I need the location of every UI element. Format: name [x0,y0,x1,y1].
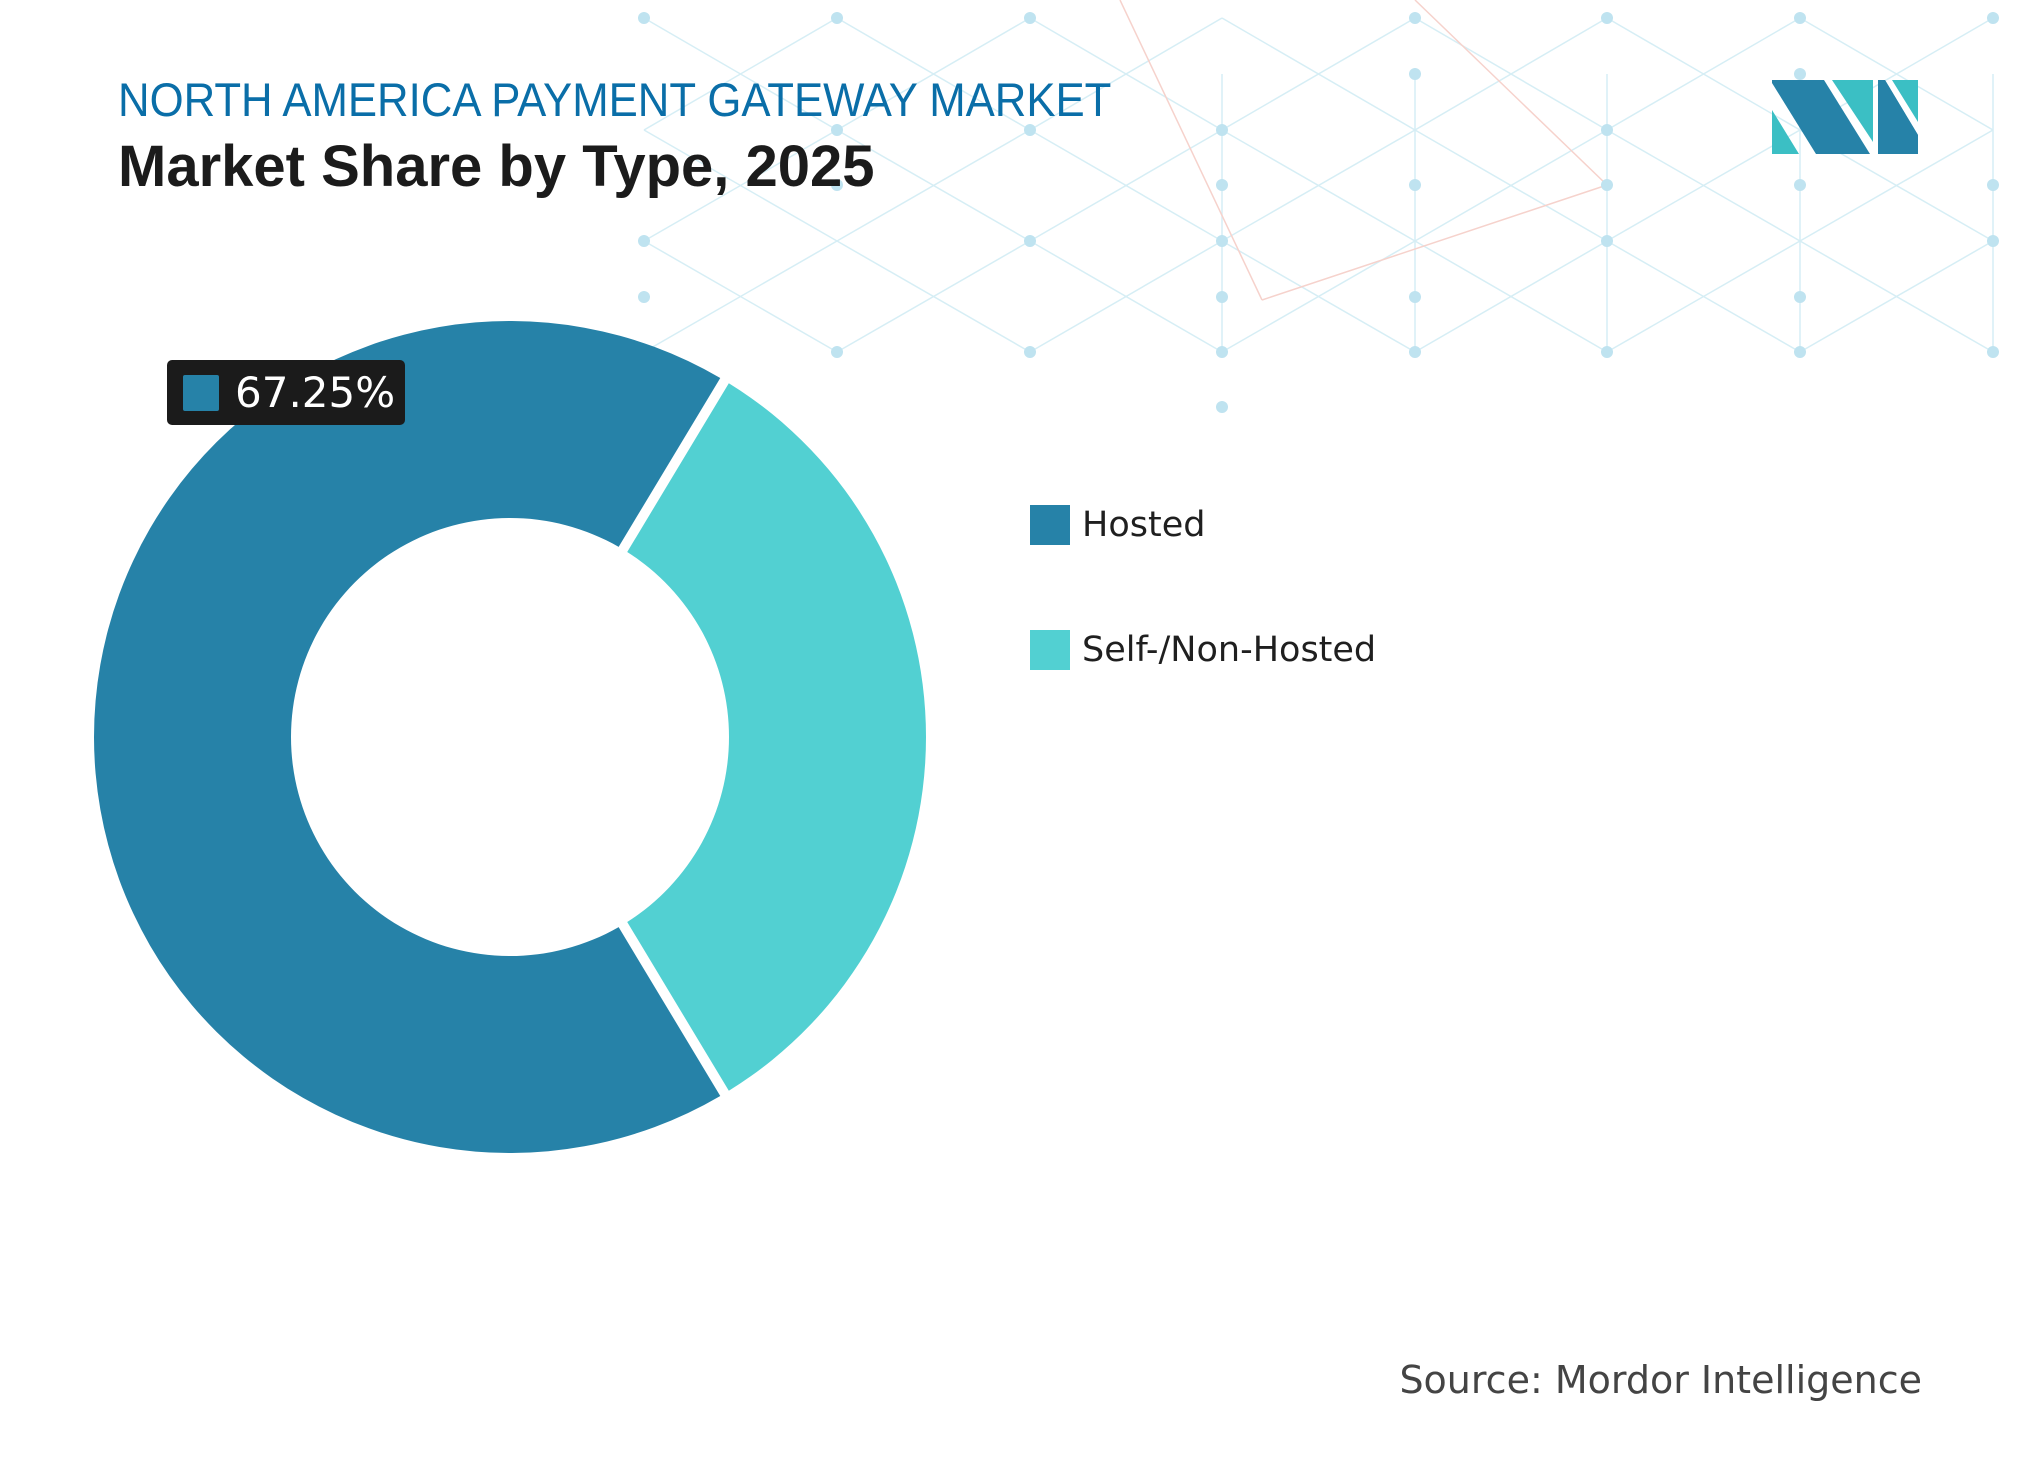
data-label-swatch [183,374,219,411]
donut-slice-hosted[interactable] [94,321,721,1154]
data-label-value: 67.25% [235,368,396,417]
legend-label-hosted: Hosted [1082,505,1206,545]
legend-item-hosted[interactable]: Hosted [1030,502,1376,548]
mordor-intelligence-logo-icon [1772,80,1918,154]
legend-swatch-self-non-hosted [1030,630,1070,670]
donut-slice-self-non-hosted[interactable] [627,383,927,1091]
data-label-hosted: 67.25% [167,360,406,425]
chart-title: Market Share by Type, 2025 [118,134,875,199]
chart-supertitle: NORTH AMERICA PAYMENT GATEWAY MARKET [118,73,1112,126]
chart-legend: Hosted Self-/Non-Hosted [1030,502,1376,752]
title-block: NORTH AMERICA PAYMENT GATEWAY MARKET Mar… [118,72,1186,202]
legend-swatch-hosted [1030,505,1070,545]
legend-label-self-non-hosted: Self-/Non-Hosted [1082,630,1377,670]
source-attribution: Source: Mordor Intelligence [1399,1358,1922,1402]
legend-item-self-non-hosted[interactable]: Self-/Non-Hosted [1030,627,1376,673]
